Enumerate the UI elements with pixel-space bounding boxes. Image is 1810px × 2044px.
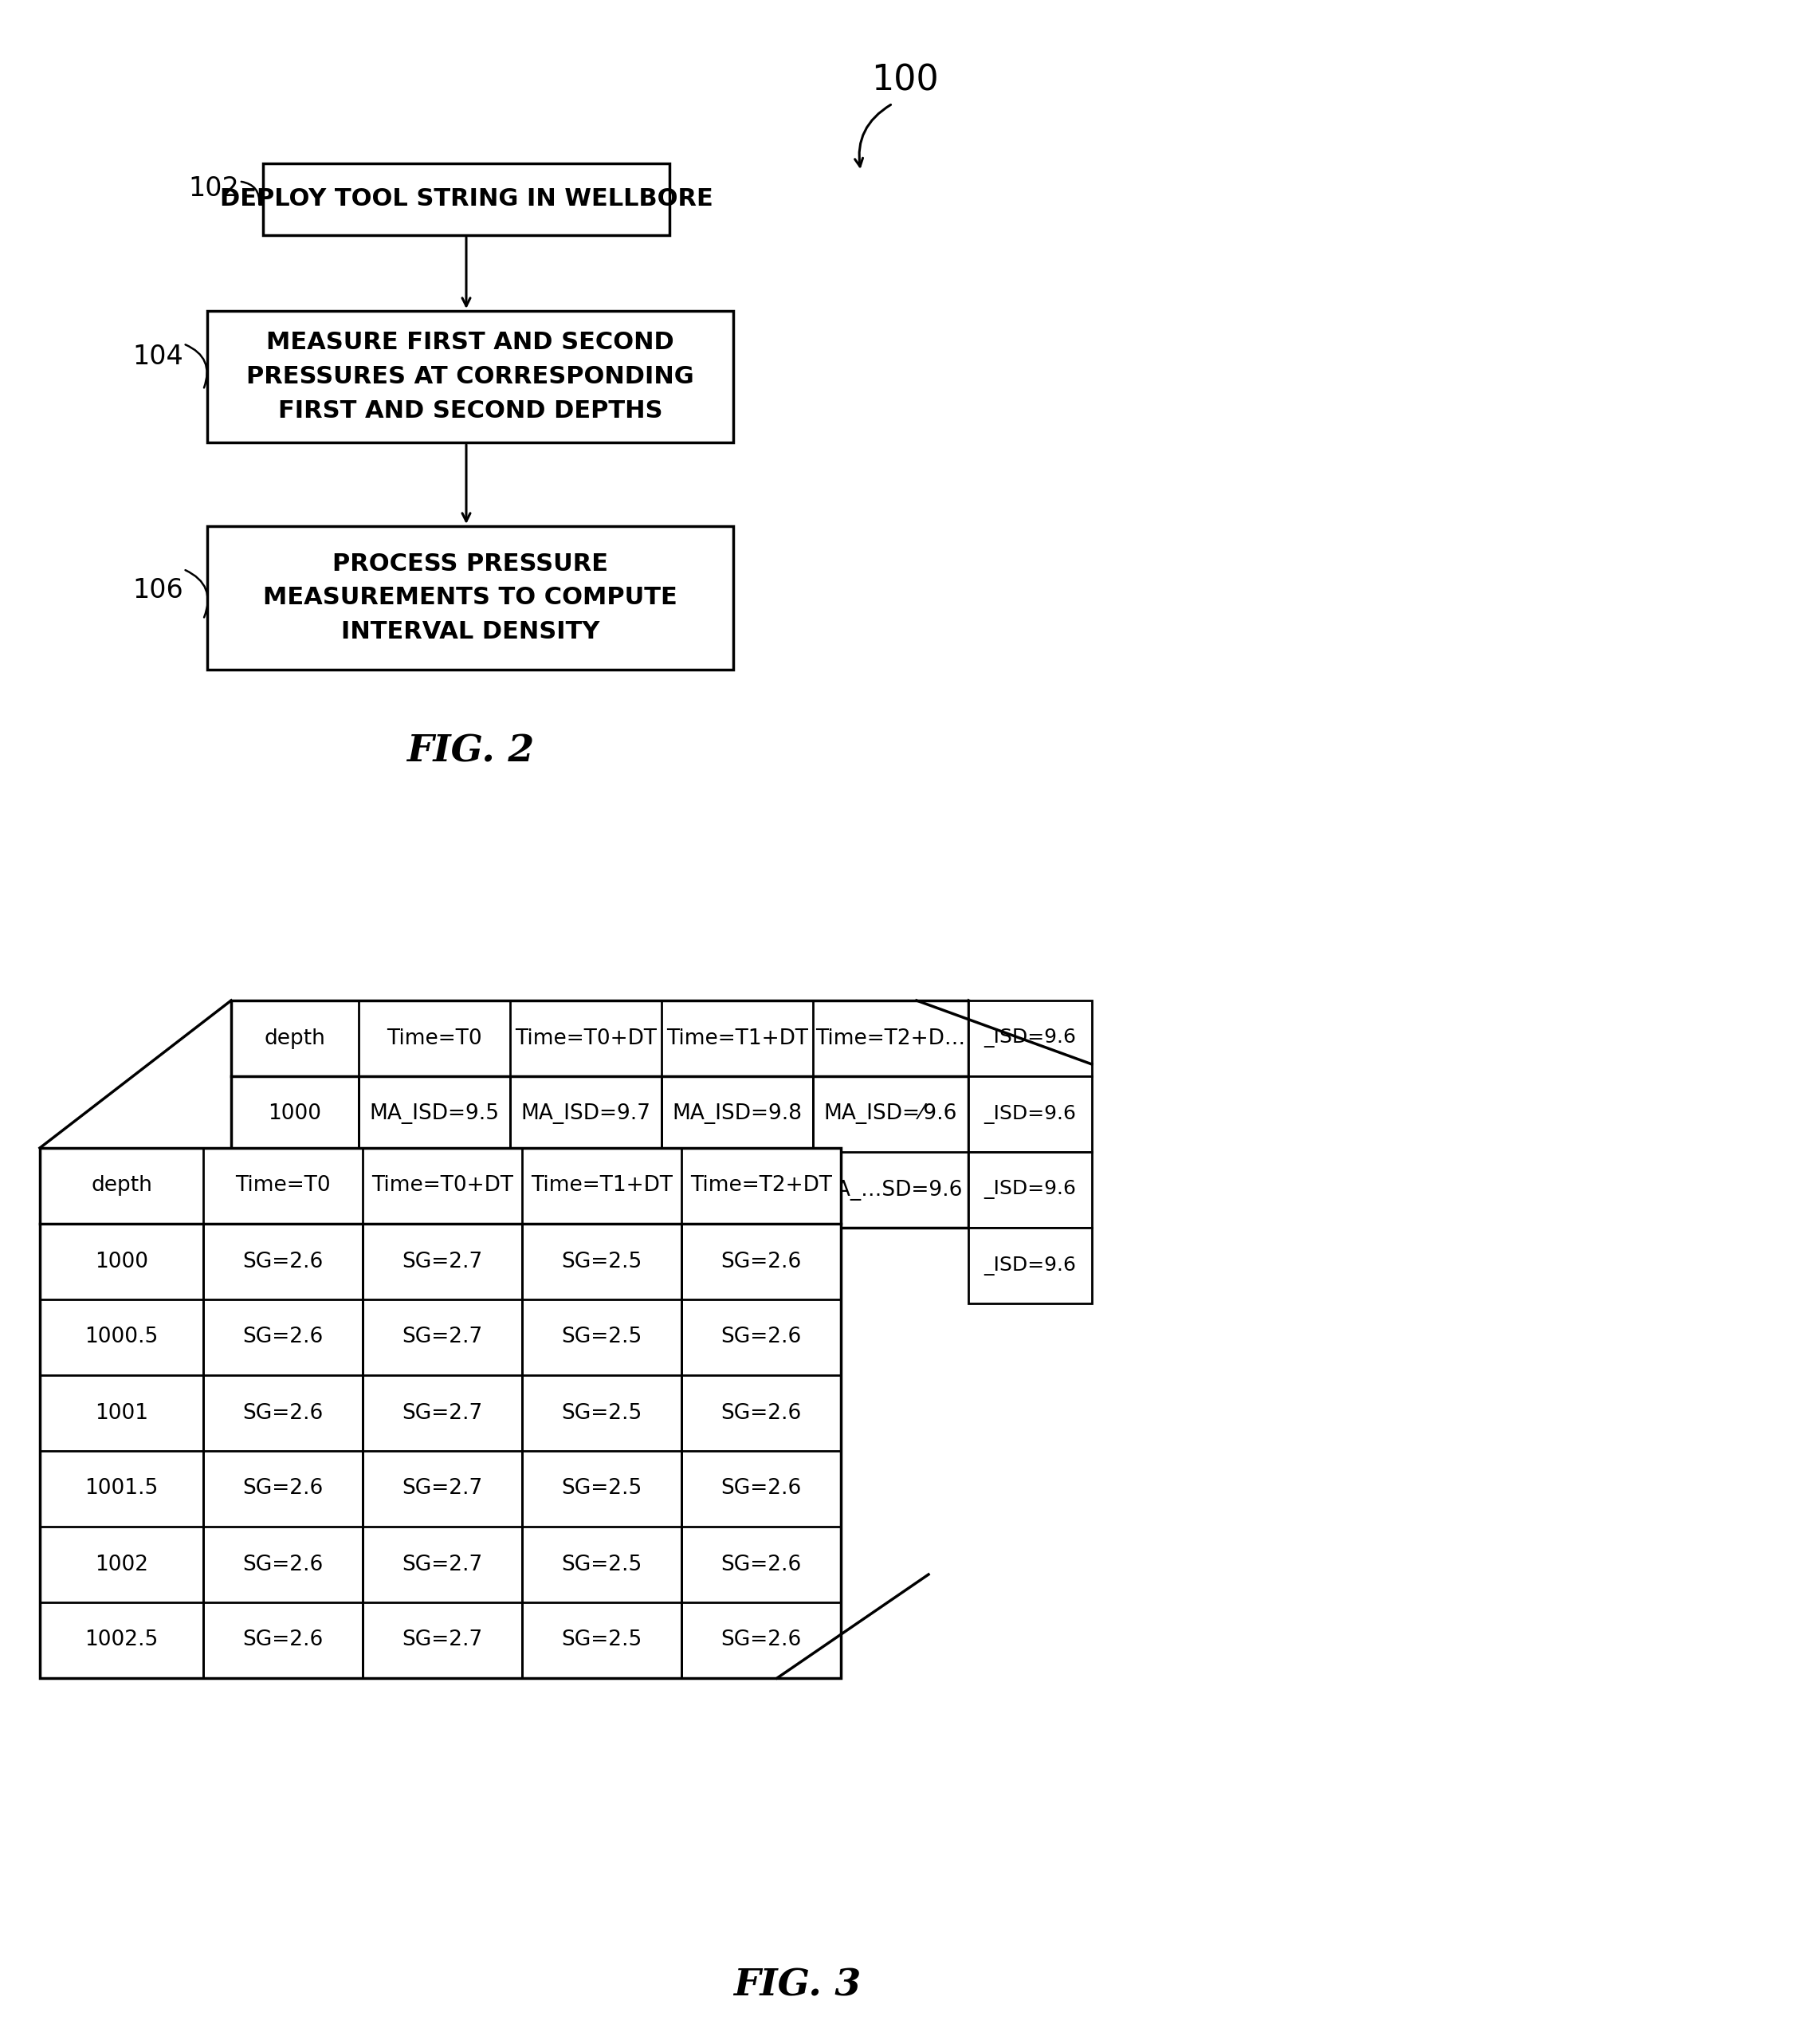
Text: MA_ISD=9.5: MA_ISD=9.5 (369, 1104, 500, 1124)
Bar (206, 311, 733, 442)
Text: depth: depth (264, 1028, 326, 1049)
Text: MA_ISD=9.5: MA_ISD=9.5 (369, 1179, 500, 1200)
Text: 1001.5: 1001.5 (85, 1478, 157, 1498)
Text: SG=2.6: SG=2.6 (243, 1251, 324, 1271)
Text: 106: 106 (132, 578, 183, 603)
Text: MA_ISD=⁄9.6: MA_ISD=⁄9.6 (824, 1104, 957, 1124)
Text: 1000: 1000 (94, 1251, 148, 1271)
Bar (232, 1000, 968, 1228)
Bar (968, 1077, 1091, 1153)
Text: MA_ISD=9.7: MA_ISD=9.7 (521, 1179, 652, 1200)
Text: 102: 102 (188, 176, 239, 202)
Text: SG=2.7: SG=2.7 (402, 1478, 483, 1498)
Bar (262, 164, 670, 235)
Bar (968, 1228, 1091, 1304)
Text: SG=2.5: SG=2.5 (561, 1478, 643, 1498)
Text: MEASURE FIRST AND SECOND
PRESSURES AT CORRESPONDING
FIRST AND SECOND DEPTHS: MEASURE FIRST AND SECOND PRESSURES AT CO… (246, 331, 693, 423)
Bar (40, 1149, 842, 1678)
Bar (206, 525, 733, 670)
Text: SG=2.6: SG=2.6 (243, 1629, 324, 1652)
Text: SG=2.6: SG=2.6 (243, 1478, 324, 1498)
Text: SG=2.5: SG=2.5 (561, 1327, 643, 1347)
Text: _ISD=9.6: _ISD=9.6 (985, 1179, 1077, 1200)
Text: depth: depth (91, 1175, 152, 1196)
Text: Time=T0: Time=T0 (387, 1028, 481, 1049)
Text: 1002: 1002 (94, 1553, 148, 1574)
Text: SG=2.7: SG=2.7 (402, 1251, 483, 1271)
Text: SG=2.6: SG=2.6 (243, 1402, 324, 1423)
Text: SG=2.6: SG=2.6 (720, 1478, 802, 1498)
Text: SG=2.6: SG=2.6 (720, 1629, 802, 1652)
Text: MA_ISD=9.8: MA_ISD=9.8 (672, 1104, 802, 1124)
Text: SG=2.7: SG=2.7 (402, 1629, 483, 1652)
Text: SG=2.7: SG=2.7 (402, 1553, 483, 1574)
Text: SG=2.6: SG=2.6 (720, 1251, 802, 1271)
Text: Time=T1+DT: Time=T1+DT (666, 1028, 807, 1049)
Text: Time=T0+DT: Time=T0+DT (514, 1028, 657, 1049)
Bar (968, 1000, 1091, 1077)
Text: 104: 104 (132, 343, 183, 370)
Text: Time=T2+DT: Time=T2+DT (690, 1175, 833, 1196)
Text: SG=2.5: SG=2.5 (561, 1251, 643, 1271)
Text: FIG. 2: FIG. 2 (407, 734, 534, 771)
Text: Time=T0+DT: Time=T0+DT (371, 1175, 514, 1196)
Text: 1001: 1001 (94, 1402, 148, 1423)
Text: SG=2.6: SG=2.6 (720, 1553, 802, 1574)
Text: Time=T2+D…: Time=T2+D… (816, 1028, 965, 1049)
Text: FIG. 3: FIG. 3 (733, 1966, 862, 2003)
Text: DEPLOY TOOL STRING IN WELLBORE: DEPLOY TOOL STRING IN WELLBORE (219, 188, 713, 211)
Text: PROCESS PRESSURE
MEASUREMENTS TO COMPUTE
INTERVAL DENSITY: PROCESS PRESSURE MEASUREMENTS TO COMPUTE… (262, 552, 677, 644)
Text: SG=2.7: SG=2.7 (402, 1402, 483, 1423)
Text: SG=2.6: SG=2.6 (720, 1327, 802, 1347)
Text: MA_ISD=9.8: MA_ISD=9.8 (672, 1179, 802, 1200)
Text: 1000.5: 1000.5 (85, 1327, 157, 1347)
Text: 1000: 1000 (268, 1104, 322, 1124)
Text: SG=2.6: SG=2.6 (243, 1327, 324, 1347)
Text: SG=2.6: SG=2.6 (720, 1402, 802, 1423)
Text: 1000.5: 1000.5 (259, 1179, 331, 1200)
Text: SG=2.5: SG=2.5 (561, 1553, 643, 1574)
Bar (968, 1153, 1091, 1228)
Text: _ISD=9.6: _ISD=9.6 (985, 1255, 1077, 1275)
Text: Time=T1+DT: Time=T1+DT (530, 1175, 673, 1196)
Text: SG=2.5: SG=2.5 (561, 1629, 643, 1652)
Text: MA_…SD=9.6: MA_…SD=9.6 (818, 1179, 963, 1200)
Text: _ISD=9.6: _ISD=9.6 (985, 1104, 1077, 1124)
Text: SG=2.7: SG=2.7 (402, 1327, 483, 1347)
Text: _ISD=9.6: _ISD=9.6 (985, 1028, 1077, 1049)
Text: SG=2.5: SG=2.5 (561, 1402, 643, 1423)
Text: Time=T0: Time=T0 (235, 1175, 331, 1196)
Text: 100: 100 (872, 63, 939, 98)
Text: MA_ISD=9.7: MA_ISD=9.7 (521, 1104, 652, 1124)
Text: SG=2.6: SG=2.6 (243, 1553, 324, 1574)
Text: 1002.5: 1002.5 (85, 1629, 157, 1652)
